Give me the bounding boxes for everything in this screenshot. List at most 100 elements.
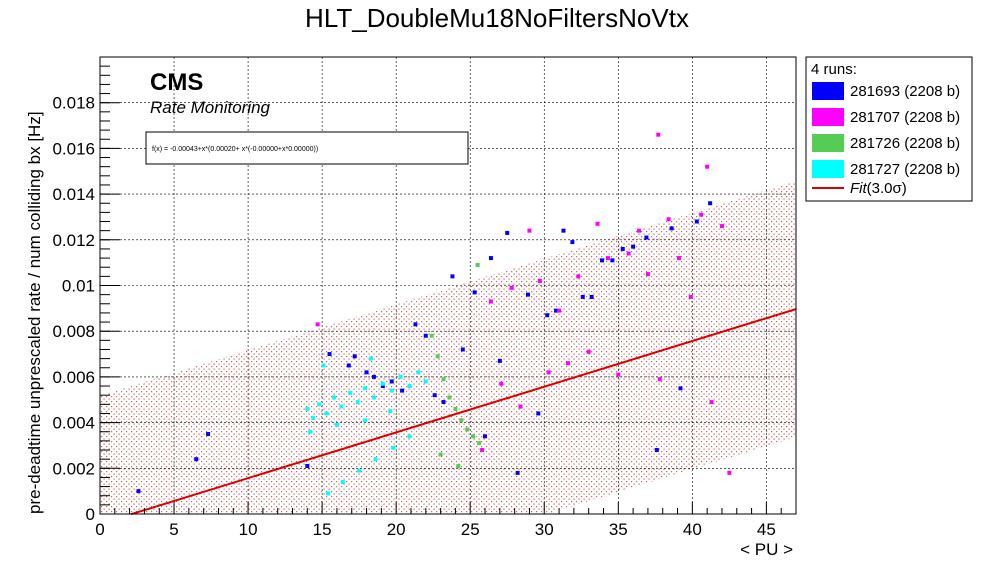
data-point — [561, 228, 566, 233]
fit-formula-box — [145, 131, 469, 165]
data-point — [453, 406, 458, 411]
data-point — [610, 258, 615, 263]
data-point — [645, 272, 650, 277]
y-tick-label: 0.014 — [52, 185, 95, 204]
data-point — [398, 374, 403, 379]
data-point — [380, 381, 385, 386]
data-point — [450, 274, 455, 279]
data-point — [363, 386, 368, 391]
data-point — [413, 322, 418, 327]
data-point — [423, 333, 428, 338]
data-point — [586, 349, 591, 354]
rate-monitoring-label: Rate Monitoring — [150, 98, 271, 117]
data-point — [357, 468, 362, 473]
data-point — [595, 221, 600, 226]
x-axis-label: < PU > — [740, 540, 793, 559]
data-point — [483, 434, 488, 439]
data-point — [391, 445, 396, 450]
data-point — [477, 441, 482, 446]
x-tick-label: 35 — [609, 520, 628, 539]
y-tick-label: 0.008 — [52, 322, 95, 341]
data-point — [509, 285, 514, 290]
data-point — [626, 251, 631, 256]
data-point — [708, 201, 713, 206]
x-tick-label: 20 — [387, 520, 406, 539]
legend-swatch — [812, 134, 844, 152]
data-points — [136, 132, 732, 496]
data-point — [326, 491, 331, 496]
data-point — [600, 258, 605, 263]
data-point — [488, 299, 493, 304]
data-point — [305, 406, 310, 411]
data-point — [317, 402, 322, 407]
data-point — [380, 384, 385, 389]
data-point — [699, 212, 704, 217]
data-point — [352, 354, 357, 359]
data-point — [346, 363, 351, 368]
y-tick-label: 0.002 — [52, 459, 95, 478]
data-point — [340, 480, 345, 485]
data-point — [389, 379, 394, 384]
data-point — [554, 308, 559, 313]
data-point — [136, 489, 141, 494]
data-point — [727, 470, 732, 475]
x-tick-label: 40 — [683, 520, 702, 539]
legend-label: 281693 (2208 b) — [850, 83, 960, 100]
data-point — [677, 256, 682, 261]
legend-header: 4 runs: — [811, 61, 857, 78]
y-tick-label: 0.004 — [52, 414, 95, 433]
data-point — [525, 292, 530, 297]
data-point — [497, 358, 502, 363]
data-point — [331, 395, 336, 400]
data-point — [407, 434, 412, 439]
data-point — [459, 418, 464, 423]
data-point — [432, 393, 437, 398]
data-point — [536, 411, 541, 416]
data-point — [438, 452, 443, 457]
cms-label: CMS — [150, 69, 203, 96]
data-point — [719, 224, 724, 229]
data-point — [605, 256, 610, 261]
data-point — [616, 372, 621, 377]
y-tick-label: 0 — [86, 505, 95, 524]
data-point — [515, 470, 520, 475]
data-point — [429, 333, 434, 338]
data-point — [441, 400, 446, 405]
data-point — [407, 384, 412, 389]
data-point — [315, 322, 320, 327]
axis-ticks — [99, 56, 797, 515]
x-tick-label: 5 — [169, 520, 178, 539]
data-point — [546, 370, 551, 375]
data-point — [570, 240, 575, 245]
fit-band — [100, 181, 796, 514]
legend-label: 281707 (2208 b) — [850, 109, 960, 126]
data-point — [480, 448, 485, 453]
data-point — [447, 395, 452, 400]
data-point — [400, 388, 405, 393]
x-tick-label: 45 — [757, 520, 776, 539]
legend-label: 281726 (2208 b) — [850, 135, 960, 152]
data-point — [371, 395, 376, 400]
data-point — [308, 429, 313, 434]
data-point — [631, 244, 636, 249]
data-point — [364, 370, 369, 375]
data-point — [311, 416, 316, 421]
data-point — [499, 381, 504, 386]
data-point — [537, 278, 542, 283]
data-point — [321, 363, 326, 368]
data-point — [355, 400, 360, 405]
x-tick-labels: 0 5 10 15 20 25 30 35 40 45 — [95, 520, 776, 539]
x-tick-label: 0 — [95, 520, 104, 539]
data-point — [637, 228, 642, 233]
data-point — [644, 235, 649, 240]
data-point — [456, 464, 461, 469]
data-point — [709, 400, 714, 405]
y-tick-label: 0.016 — [52, 139, 95, 158]
data-point — [194, 457, 199, 462]
data-point — [654, 448, 659, 453]
data-point — [557, 308, 562, 313]
data-point — [576, 274, 581, 279]
y-tick-label: 0.012 — [52, 231, 95, 250]
data-point — [368, 356, 373, 361]
